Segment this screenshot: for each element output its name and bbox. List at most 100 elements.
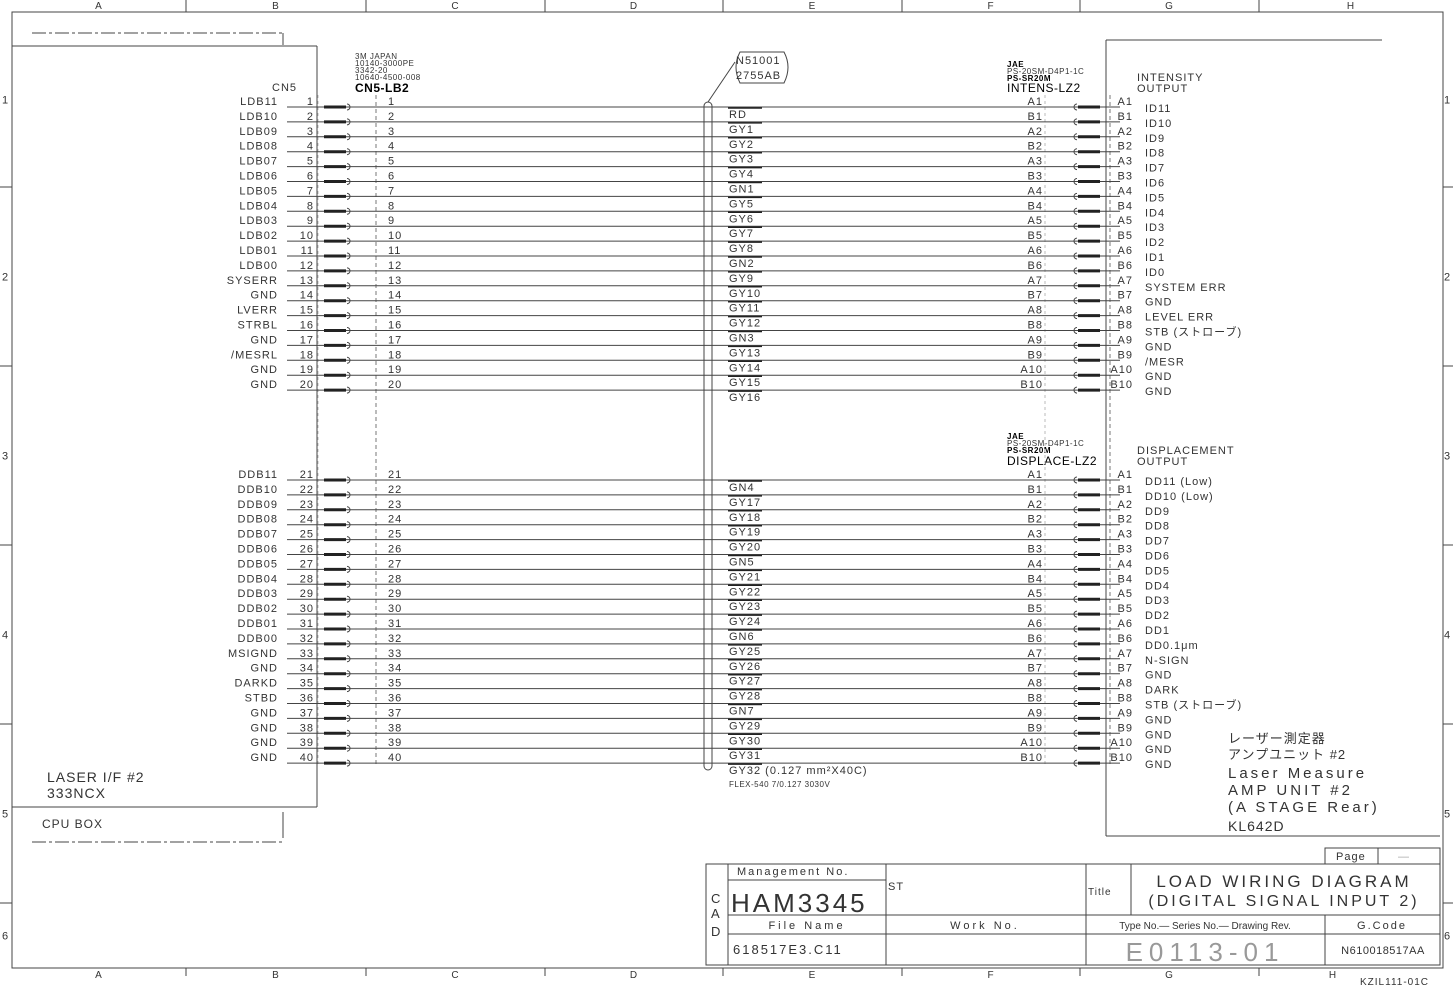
right-signal-label: ID8 (1145, 148, 1165, 160)
left-signal-label: DDB00 (238, 633, 278, 645)
zone-row-label: 1 (1444, 95, 1451, 107)
left-pin-number: 35 (300, 678, 314, 690)
left-pin-number: 2 (307, 111, 314, 123)
right-signal-label: ID10 (1145, 118, 1172, 130)
zone-row-label: 6 (1444, 931, 1451, 943)
socket-contact-icon (1073, 625, 1078, 633)
socket-contact-icon (1073, 551, 1078, 558)
displace-connector-header: JAE PS-20SM-D4P1-1C PS-SR20M DISPLACE-LZ… (1007, 432, 1235, 468)
unit-name: AMP UNIT #2 (1228, 782, 1353, 799)
zone-row-label: 1 (2, 95, 9, 107)
plug-contact-icon (346, 685, 351, 693)
left-signal-label: GND (251, 722, 278, 734)
cable-pin-number: 21 (388, 469, 402, 481)
unit-name-jp: レーザー測定器 (1228, 731, 1326, 746)
left-pin-number: 22 (300, 484, 314, 496)
connector-part: PS-SR20M (1007, 74, 1051, 83)
zone-column-label: H (1329, 970, 1337, 981)
cable-end-pin-label: B3 (1028, 544, 1043, 556)
left-pin-number: 16 (300, 320, 314, 332)
unit-pin-label: B5 (1118, 603, 1133, 615)
unit-pin-label: B1 (1118, 484, 1133, 496)
cable-pin-number: 33 (388, 648, 402, 660)
left-pin-number: 15 (300, 305, 314, 317)
output-label: DISPLACEMENT (1137, 445, 1235, 457)
socket-contact-icon (1073, 356, 1078, 364)
cable-connector-header: 3M JAPAN 10140-3000PE 3342-20 10640-4500… (355, 52, 420, 95)
zone-row-label: 4 (1444, 630, 1451, 642)
left-signal-label: SYSERR (227, 275, 278, 287)
cable-end-pin-label: B8 (1028, 320, 1043, 332)
socket-contact-icon (1073, 729, 1078, 737)
cable-pin-number: 22 (388, 484, 402, 496)
unit-location: (A STAGE Rear) (1228, 799, 1380, 816)
plug-contact-icon (346, 282, 351, 290)
wire-color-label: GY31 (729, 750, 761, 762)
left-pin-number: 9 (307, 215, 314, 227)
zone-column-label: E (809, 970, 817, 981)
unit-pin-label: A6 (1118, 245, 1133, 257)
zone-row-label: 6 (2, 931, 9, 943)
plug-contact-icon (346, 118, 351, 126)
wire-color-label: GY12 (729, 318, 761, 330)
wire-row: GND 19 19 GY15 A10 A10 GND (251, 364, 1172, 389)
connector-maker: JAE (1007, 432, 1024, 441)
right-signal-label: GND (1145, 297, 1172, 309)
right-signal-label: GND (1145, 386, 1172, 398)
cable-end-pin-label: A6 (1028, 618, 1043, 630)
right-signal-label: DD11 (Low) (1145, 476, 1213, 488)
unit-name: LASER I/F #2 (47, 769, 145, 785)
zone-row-label: 5 (1444, 809, 1451, 821)
unit-pin-label: A2 (1118, 499, 1133, 511)
plug-contact-icon (346, 267, 351, 275)
left-pin-number: 11 (301, 245, 314, 257)
left-pin-number: 32 (300, 633, 314, 645)
left-pin-number: 38 (300, 722, 314, 734)
wire-row: LDB11 1 1 RD A1 A1 ID11 (240, 96, 1170, 121)
cable-pin-number: 11 (388, 245, 401, 257)
wire-color-label: GY2 (729, 139, 754, 151)
socket-contact-icon (1073, 491, 1078, 499)
right-signal-label: GND (1145, 714, 1172, 726)
cable-end-pin-label: B5 (1028, 603, 1043, 615)
zone-row-label: 2 (2, 272, 9, 284)
wire-row: GND 17 17 GY13 A9 A9 GND (251, 334, 1172, 359)
unit-pin-label: A8 (1118, 678, 1133, 690)
wire-color-label: GY28 (729, 691, 761, 703)
connector-part: 10140-3000PE (355, 59, 414, 68)
socket-contact-icon (1073, 297, 1078, 305)
page-value: — (1398, 851, 1410, 863)
right-signal-label: GND (1145, 729, 1172, 741)
right-signal-label: /MESR (1145, 356, 1185, 368)
zone-column-label: H (1347, 1, 1355, 12)
left-signal-label: LDB00 (239, 260, 278, 272)
plug-contact-icon (346, 655, 351, 663)
right-signal-label: DD4 (1145, 580, 1170, 592)
cable-end-pin-label: B7 (1028, 663, 1043, 675)
wire-color-label: GY4 (729, 169, 754, 181)
zone-row-label: 5 (2, 809, 9, 821)
right-signal-label: GND (1145, 759, 1172, 771)
wire-row: /MESRL 18 18 GY14 B9 B9/MESR (231, 349, 1185, 374)
plug-contact-icon (346, 729, 351, 737)
g-code-label: G.Code (1357, 920, 1407, 932)
socket-contact-icon (1073, 237, 1078, 245)
wire-row: STRBL 16 16 GN3 B8 B8 STB (ストローブ) (238, 320, 1242, 345)
cable-pin-number: 40 (388, 752, 402, 764)
right-signal-label: ID5 (1145, 192, 1165, 204)
unit-pin-label: A1 (1118, 469, 1133, 481)
cable-pin-number: 18 (388, 349, 402, 361)
cable-pin-number: 20 (388, 379, 402, 391)
left-signal-label: LDB08 (239, 141, 278, 153)
drawing-subtitle: (DIGITAL SIGNAL INPUT 2) (1148, 893, 1419, 910)
cable-end-pin-label: A2 (1028, 126, 1043, 138)
left-signal-label: LDB02 (239, 230, 278, 242)
unit-name-jp: アンプユニット #2 (1228, 747, 1346, 762)
socket-contact-icon (1073, 282, 1078, 290)
socket-contact-icon (1073, 610, 1078, 618)
unit-model: KL642D (1228, 818, 1285, 834)
cable-end-pin-label: A3 (1028, 529, 1043, 541)
left-pin-number: 13 (300, 275, 314, 287)
connector-name: DISPLACE-LZ2 (1007, 454, 1097, 468)
cable-pin-number: 7 (388, 185, 395, 197)
